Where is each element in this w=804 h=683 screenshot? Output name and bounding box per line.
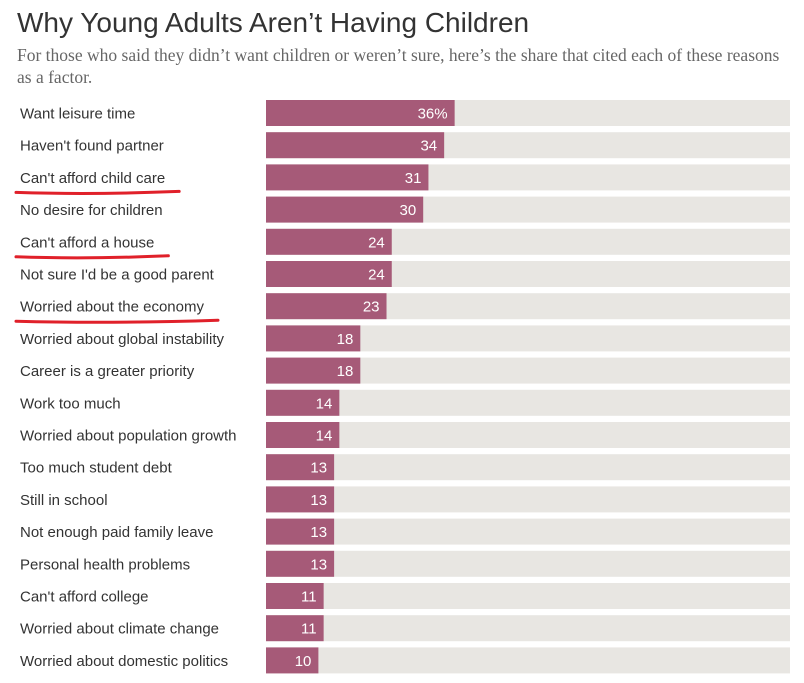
category-label-want-leisure-time: Want leisure time [20, 106, 135, 123]
bar-track-personal-health-problems [266, 550, 790, 577]
bar-can-t-afford-college [266, 583, 324, 609]
bar-can-t-afford-child-care [266, 164, 429, 191]
bar-still-in-school [266, 486, 335, 513]
value-label-work-too-much: 14 [316, 395, 333, 412]
bar-career-is-a-greater-priority [266, 357, 361, 384]
category-label-worried-about-domestic-politics: Worried about domestic politics [20, 653, 228, 670]
bar-too-much-student-debt [266, 454, 335, 481]
category-label-worried-about-global-instability: Worried about global instability [20, 331, 225, 348]
bar-personal-health-problems [266, 550, 335, 577]
category-label-worried-about-population-growth: Worried about population growth [20, 428, 237, 445]
value-label-want-leisure-time: 36% [418, 106, 448, 123]
bar-worried-about-climate-change [266, 615, 324, 642]
value-label-still-in-school: 13 [310, 492, 327, 509]
bar-can-t-afford-a-house [266, 228, 392, 255]
category-label-can-t-afford-college: Can't afford college [20, 589, 149, 606]
chart-title: Why Young Adults Aren’t Having Children [17, 7, 530, 38]
red-underline-can-t-afford-child-care [14, 189, 181, 195]
bar-want-leisure-time [266, 100, 455, 126]
value-label-career-is-a-greater-priority: 18 [337, 363, 354, 380]
category-label-can-t-afford-child-care: Can't afford child care [20, 170, 165, 187]
bar-not-enough-paid-family-leave [266, 518, 335, 545]
category-label-worried-about-the-economy: Worried about the economy [20, 299, 204, 316]
bar-track-worried-about-domestic-politics [266, 647, 790, 674]
category-label-not-enough-paid-family-leave: Not enough paid family leave [20, 524, 213, 541]
bar-track-not-enough-paid-family-leave [266, 518, 790, 545]
category-label-personal-health-problems: Personal health problems [20, 556, 190, 573]
value-label-can-t-afford-college: 11 [301, 589, 317, 606]
value-label-not-sure-i-d-be-a-good-parent: 24 [368, 267, 385, 284]
value-label-haven-t-found-partner: 34 [420, 138, 437, 155]
value-label-personal-health-problems: 13 [310, 556, 327, 573]
value-label-can-t-afford-child-care: 31 [405, 170, 422, 187]
bar-track-can-t-afford-college [266, 583, 790, 609]
value-label-no-desire-for-children: 30 [400, 202, 417, 219]
bar-worried-about-the-economy [266, 293, 387, 320]
red-underline-can-t-afford-a-house [14, 254, 170, 260]
category-label-haven-t-found-partner: Haven't found partner [20, 138, 164, 155]
value-label-worried-about-climate-change: 11 [301, 621, 317, 638]
bar-track-worried-about-climate-change [266, 615, 790, 642]
value-label-worried-about-domestic-politics: 10 [295, 653, 312, 670]
bar-worried-about-domestic-politics [266, 647, 319, 674]
value-label-too-much-student-debt: 13 [310, 460, 327, 477]
bar-track-too-much-student-debt [266, 454, 790, 481]
bar-worried-about-population-growth [266, 422, 340, 448]
bar-work-too-much [266, 389, 340, 416]
category-label-career-is-a-greater-priority: Career is a greater priority [20, 363, 195, 380]
category-label-work-too-much: Work too much [20, 395, 121, 412]
category-label-too-much-student-debt: Too much student debt [20, 460, 173, 477]
bar-not-sure-i-d-be-a-good-parent [266, 261, 392, 287]
value-label-can-t-afford-a-house: 24 [368, 234, 385, 251]
bar-track-still-in-school [266, 486, 790, 513]
category-label-no-desire-for-children: No desire for children [20, 202, 163, 219]
red-underline-worried-about-the-economy [14, 318, 220, 324]
bar-haven-t-found-partner [266, 132, 445, 159]
category-label-not-sure-i-d-be-a-good-parent: Not sure I'd be a good parent [20, 267, 215, 284]
value-label-worried-about-the-economy: 23 [363, 299, 380, 316]
value-label-not-enough-paid-family-leave: 13 [310, 524, 327, 541]
category-label-can-t-afford-a-house: Can't afford a house [20, 234, 154, 251]
bar-track-work-too-much [266, 389, 790, 416]
chart-subtitle: For those who said they didn’t want chil… [17, 45, 780, 87]
value-label-worried-about-population-growth: 14 [316, 428, 333, 445]
bar-track-worried-about-population-growth [266, 422, 790, 448]
value-label-worried-about-global-instability: 18 [337, 331, 354, 348]
bar-worried-about-global-instability [266, 325, 361, 352]
category-label-worried-about-climate-change: Worried about climate change [20, 621, 219, 638]
bar-no-desire-for-children [266, 196, 424, 223]
category-label-still-in-school: Still in school [20, 492, 108, 509]
